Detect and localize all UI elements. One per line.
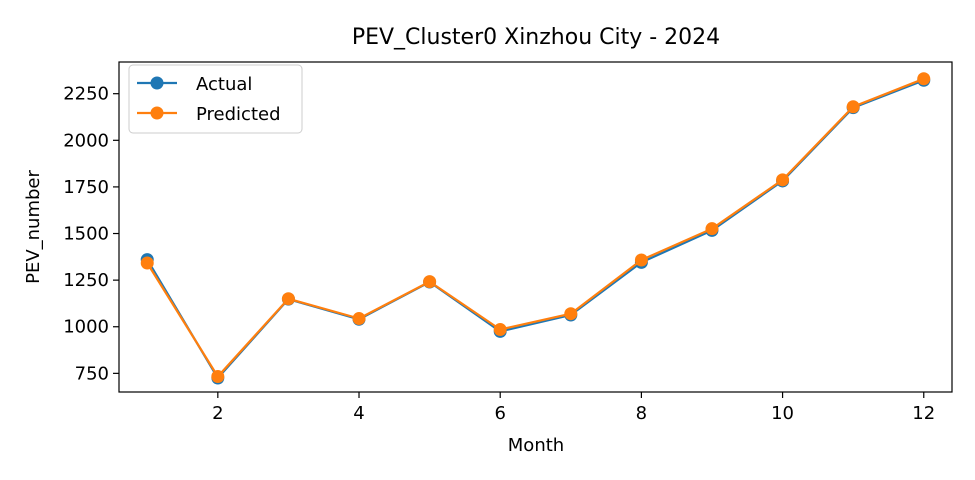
series-layer: [140, 72, 931, 385]
data-point-predicted: [776, 173, 790, 187]
x-tick-label: 2: [212, 403, 223, 424]
y-tick-label: 1750: [63, 177, 109, 198]
data-point-predicted: [564, 307, 578, 321]
x-tick-label: 8: [636, 403, 647, 424]
data-point-predicted: [352, 312, 366, 326]
x-tick-label: 6: [494, 403, 505, 424]
data-point-predicted: [634, 253, 648, 267]
y-tick-label: 1250: [63, 270, 109, 291]
data-point-predicted: [423, 275, 437, 289]
legend-marker-actual: [150, 76, 164, 90]
series-line-predicted: [146, 77, 925, 379]
x-tick-label: 4: [353, 403, 364, 424]
data-point-predicted: [211, 370, 225, 384]
y-tick-label: 1500: [63, 224, 109, 245]
x-tick-label: 12: [912, 403, 935, 424]
x-axis-ticks: 2 4 6 8 10 12: [212, 392, 935, 424]
data-point-predicted: [846, 100, 860, 114]
legend-label-predicted: Predicted: [196, 104, 281, 125]
y-tick-label: 1000: [63, 317, 109, 338]
x-axis-label: Month: [508, 435, 564, 456]
data-point-predicted: [917, 72, 931, 86]
legend: Actual Predicted: [128, 64, 303, 134]
chart-title: PEV_Cluster0 Xinzhou City - 2024: [352, 25, 720, 50]
y-tick-label: 2000: [63, 130, 109, 151]
data-point-predicted: [140, 256, 154, 270]
data-point-predicted: [281, 292, 295, 306]
y-axis-ticks: 750 1000 1250 1500 1750 2000 2250: [63, 84, 119, 384]
plot-frame: [118, 61, 953, 393]
y-tick-label: 750: [75, 363, 109, 384]
data-point-predicted: [493, 323, 507, 337]
legend-marker-predicted: [150, 106, 164, 120]
legend-label-actual: Actual: [196, 74, 252, 95]
y-tick-label: 2250: [63, 84, 109, 105]
x-tick-label: 10: [771, 403, 794, 424]
y-axis-label: PEV_number: [23, 170, 44, 284]
data-point-predicted: [705, 222, 719, 236]
